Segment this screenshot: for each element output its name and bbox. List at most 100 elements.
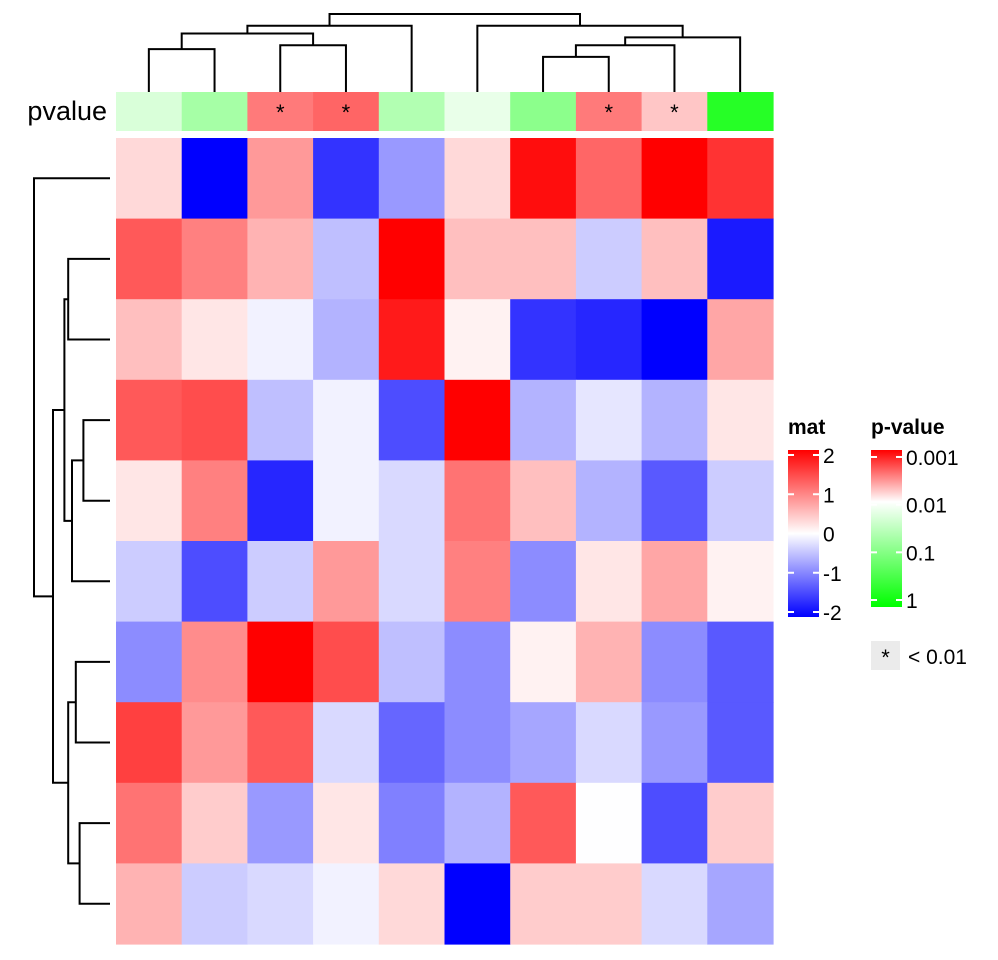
heatmap-cell — [116, 138, 183, 220]
heatmap-cell — [641, 299, 708, 381]
row-dendrogram-link — [82, 419, 110, 502]
heatmap-cell — [575, 541, 643, 623]
heatmap-cell — [378, 621, 446, 703]
heatmap-cell — [444, 702, 511, 784]
heatmap-cell — [641, 138, 708, 220]
heatmap-cell — [510, 782, 577, 864]
pvalue-cell — [181, 92, 248, 131]
heatmap-cell — [313, 702, 380, 784]
heatmap-cell — [707, 299, 774, 381]
pvalue-legend-tick-label: 1 — [906, 590, 918, 613]
heatmap-cell — [444, 782, 511, 864]
heatmap-cell — [181, 541, 248, 623]
pvalue-legend-tick-label: 0.01 — [906, 495, 947, 518]
mat-legend-tick-label: -2 — [823, 602, 842, 625]
row-dendrogram-link — [78, 822, 110, 905]
heatmap-cell — [510, 218, 577, 300]
heatmap-cell — [247, 782, 314, 864]
heatmap-cell — [378, 138, 446, 220]
heatmap-cell — [181, 138, 248, 220]
pvalue-legend-title: p-value — [871, 416, 945, 439]
heatmap-cell — [510, 138, 577, 220]
heatmap-cell — [444, 379, 511, 461]
heatmap-cell — [575, 460, 643, 542]
heatmap-cell — [575, 299, 643, 381]
pvalue-annotation-row: * * * * — [116, 92, 774, 131]
heatmap-cell — [181, 379, 248, 461]
column-dendrogram-link — [476, 24, 684, 92]
heatmap-cell — [575, 621, 643, 703]
mat-legend-tick-label: 0 — [823, 524, 835, 547]
heatmap-cell — [641, 782, 708, 864]
pvalue-cell — [641, 92, 708, 131]
heatmap-cell — [510, 863, 577, 945]
heatmap-cell — [116, 460, 183, 542]
heatmap-cell — [641, 621, 708, 703]
heatmap-cell — [313, 782, 380, 864]
heatmap-cell — [641, 702, 708, 784]
heatmap-cell — [444, 138, 511, 220]
heatmap-cell — [181, 863, 248, 945]
row-dendrogram-link — [33, 177, 110, 598]
heatmap-cell — [116, 621, 183, 703]
heatmap-cell — [116, 541, 183, 623]
column-dendrogram-link — [542, 55, 610, 92]
heatmap-cell — [444, 460, 511, 542]
heatmap-cell — [116, 218, 183, 300]
heatmap-cell — [313, 621, 380, 703]
pvalue-cell — [116, 92, 183, 131]
significance-star: * — [604, 100, 613, 125]
heatmap-cell — [707, 218, 774, 300]
row-dendrogram-link — [52, 409, 69, 784]
heatmap-cell — [707, 379, 774, 461]
star-legend-symbol: * — [881, 645, 890, 670]
pvalue-cell — [444, 92, 511, 131]
heatmap-cell — [707, 460, 774, 542]
heatmap-cell — [378, 379, 446, 461]
mat-legend-tick-label: -1 — [823, 563, 842, 586]
heatmap-cell — [444, 863, 511, 945]
star-legend-box — [871, 641, 900, 670]
star-legend: * < 0.01 — [871, 641, 967, 670]
pvalue-cell — [510, 92, 577, 131]
heatmap-cell — [707, 702, 774, 784]
column-dendrogram-link — [147, 48, 216, 92]
column-dendrogram-link — [180, 32, 315, 50]
pvalue-cell — [707, 92, 774, 131]
star-legend-label: < 0.01 — [908, 646, 967, 669]
heatmap-cell — [510, 541, 577, 623]
heatmap-cell — [116, 782, 183, 864]
heatmap-cell — [575, 702, 643, 784]
mat-legend-ticks: 2 1 0 -1 -2 — [788, 445, 842, 625]
row-dendrogram-link — [67, 701, 80, 865]
heatmap-cell — [707, 541, 774, 623]
heatmap-cell — [313, 299, 380, 381]
pvalue-cell — [247, 92, 314, 131]
row-dendrogram-link — [71, 459, 110, 583]
mat-legend-title: mat — [788, 416, 825, 439]
pvalue-legend-tick-label: 0.001 — [906, 447, 959, 470]
significance-star: * — [342, 100, 351, 125]
heatmap-cell — [181, 702, 248, 784]
column-dendrogram-link — [574, 44, 676, 92]
heatmap-cell — [247, 460, 314, 542]
annotation-label: pvalue — [27, 96, 107, 126]
heatmap-cell — [313, 138, 380, 220]
heatmap-cell — [444, 621, 511, 703]
pvalue-cell — [378, 92, 446, 131]
heatmap-cell — [247, 541, 314, 623]
heatmap-cell — [575, 379, 643, 461]
heatmap-cell — [641, 218, 708, 300]
pvalue-legend-colorbar — [871, 450, 902, 607]
heatmap-cell — [247, 218, 314, 300]
heatmap-body — [116, 138, 774, 945]
heatmap-cell — [575, 138, 643, 220]
heatmap-cell — [378, 863, 446, 945]
heatmap-cell — [116, 863, 183, 945]
heatmap-cell — [378, 218, 446, 300]
heatmap-cell — [378, 541, 446, 623]
heatmap-cell — [247, 299, 314, 381]
heatmap-cell — [313, 218, 380, 300]
heatmap-cell — [510, 621, 577, 703]
row-dendrogram — [33, 177, 110, 905]
